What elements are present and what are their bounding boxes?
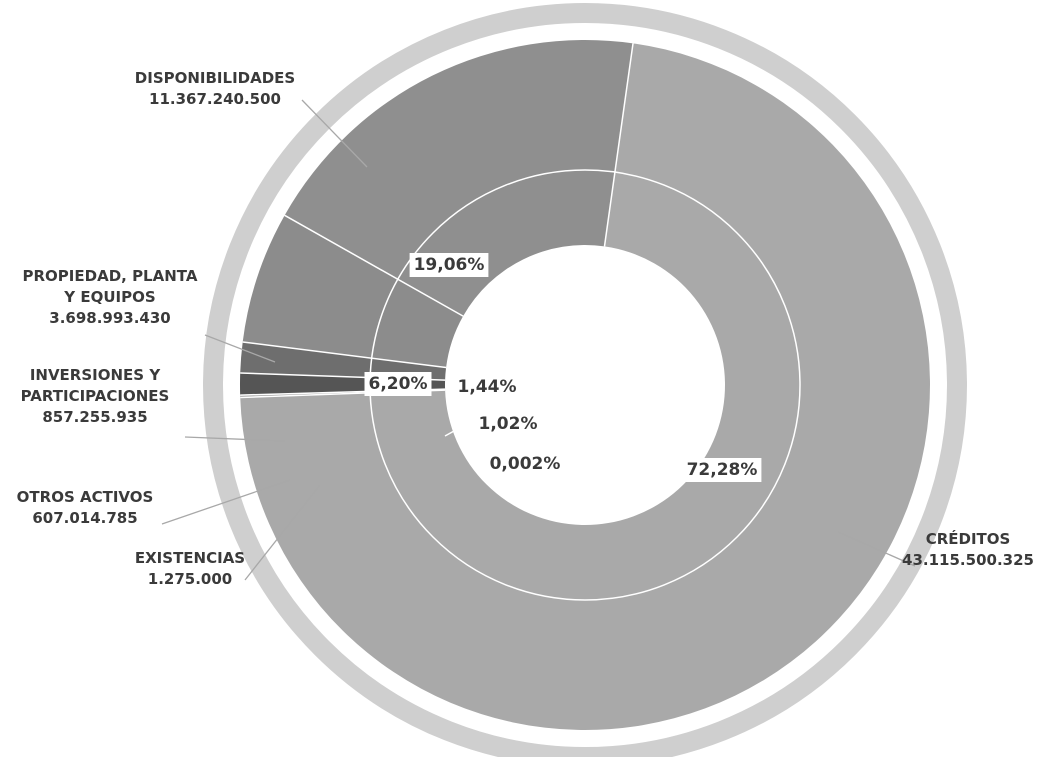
slice-amount-2: 607.014.785 (32, 509, 137, 527)
slice-amount-4: 3.698.993.430 (49, 309, 170, 327)
pct-label-group-3: 1,44% (458, 377, 517, 397)
slice-label-3: INVERSIONES Y PARTICIPACIONES 857.255.935 (21, 366, 170, 426)
pct-label-box-0 (682, 458, 762, 482)
slice-name-line-5-0: DISPONIBILIDADES (135, 69, 295, 87)
slice-name-line-1-0: EXISTENCIAS (135, 549, 245, 567)
slice-divider-5 (284, 214, 464, 317)
slice-amount-5: 11.367.240.500 (149, 90, 281, 108)
pct-label-5: 19,06% (414, 255, 485, 275)
slice-amount-0: 43.115.500.325 (902, 551, 1034, 569)
pct-label-1: 0,002% (490, 454, 561, 474)
slice-label-0: CRÉDITOS 43.115.500.325 (902, 529, 1034, 569)
leader-line-4 (204, 334, 276, 363)
slice-name-line-4-1: Y EQUIPOS (63, 288, 155, 306)
pct-label-3: 1,44% (458, 377, 517, 397)
donut-slice-0 (240, 43, 931, 730)
outer-ring (203, 3, 967, 757)
pct-label-group-1: 0,002% (490, 454, 561, 474)
pct-label-group-2: 1,02% (479, 414, 538, 434)
pct-leader-1 (470, 454, 484, 461)
pct-label-2: 1,02% (479, 414, 538, 434)
pct-label-0: 72,28% (687, 460, 758, 480)
slice-amount-3: 857.255.935 (42, 408, 147, 426)
pct-label-box-5 (409, 253, 489, 277)
pct-label-group-5: 19,06% (409, 253, 489, 277)
pct-label-group-4: 6,20% (364, 372, 432, 396)
pct-label-4: 6,20% (369, 374, 428, 394)
pct-label-box-4 (364, 372, 432, 396)
pct-leader-3 (446, 388, 453, 397)
leader-line-5 (301, 99, 368, 168)
pct-label-group-0: 72,28% (682, 458, 762, 482)
donut-slice-3 (240, 341, 447, 381)
slice-label-1: EXISTENCIAS 1.275.000 (135, 549, 245, 588)
slice-amount-1: 1.275.000 (148, 570, 232, 588)
slice-name-line-4-0: PROPIEDAD, PLANTA (23, 267, 198, 285)
slice-divider-0 (603, 43, 634, 247)
slice-name-line-3-1: PARTICIPACIONES (21, 387, 170, 405)
slice-name-line-0-0: CRÉDITOS (926, 529, 1011, 548)
slice-name-line-2-0: OTROS ACTIVOS (17, 488, 154, 506)
donut-slice-4 (242, 215, 464, 368)
slice-name-line-3-0: INVERSIONES Y (30, 366, 162, 384)
leader-line-2 (161, 479, 291, 525)
leader-line-3 (184, 436, 286, 442)
pct-leader-2 (444, 419, 475, 437)
donut-slice-5 (284, 39, 634, 317)
slice-label-2: OTROS ACTIVOS 607.014.785 (17, 488, 154, 527)
slice-label-5: DISPONIBILIDADES 11.367.240.500 (135, 69, 295, 108)
slice-divider-4 (242, 341, 447, 369)
slice-label-4: PROPIEDAD, PLANTA Y EQUIPOS 3.698.993.430 (23, 267, 198, 327)
leader-line-1 (244, 484, 321, 581)
leader-line-0 (837, 531, 916, 567)
